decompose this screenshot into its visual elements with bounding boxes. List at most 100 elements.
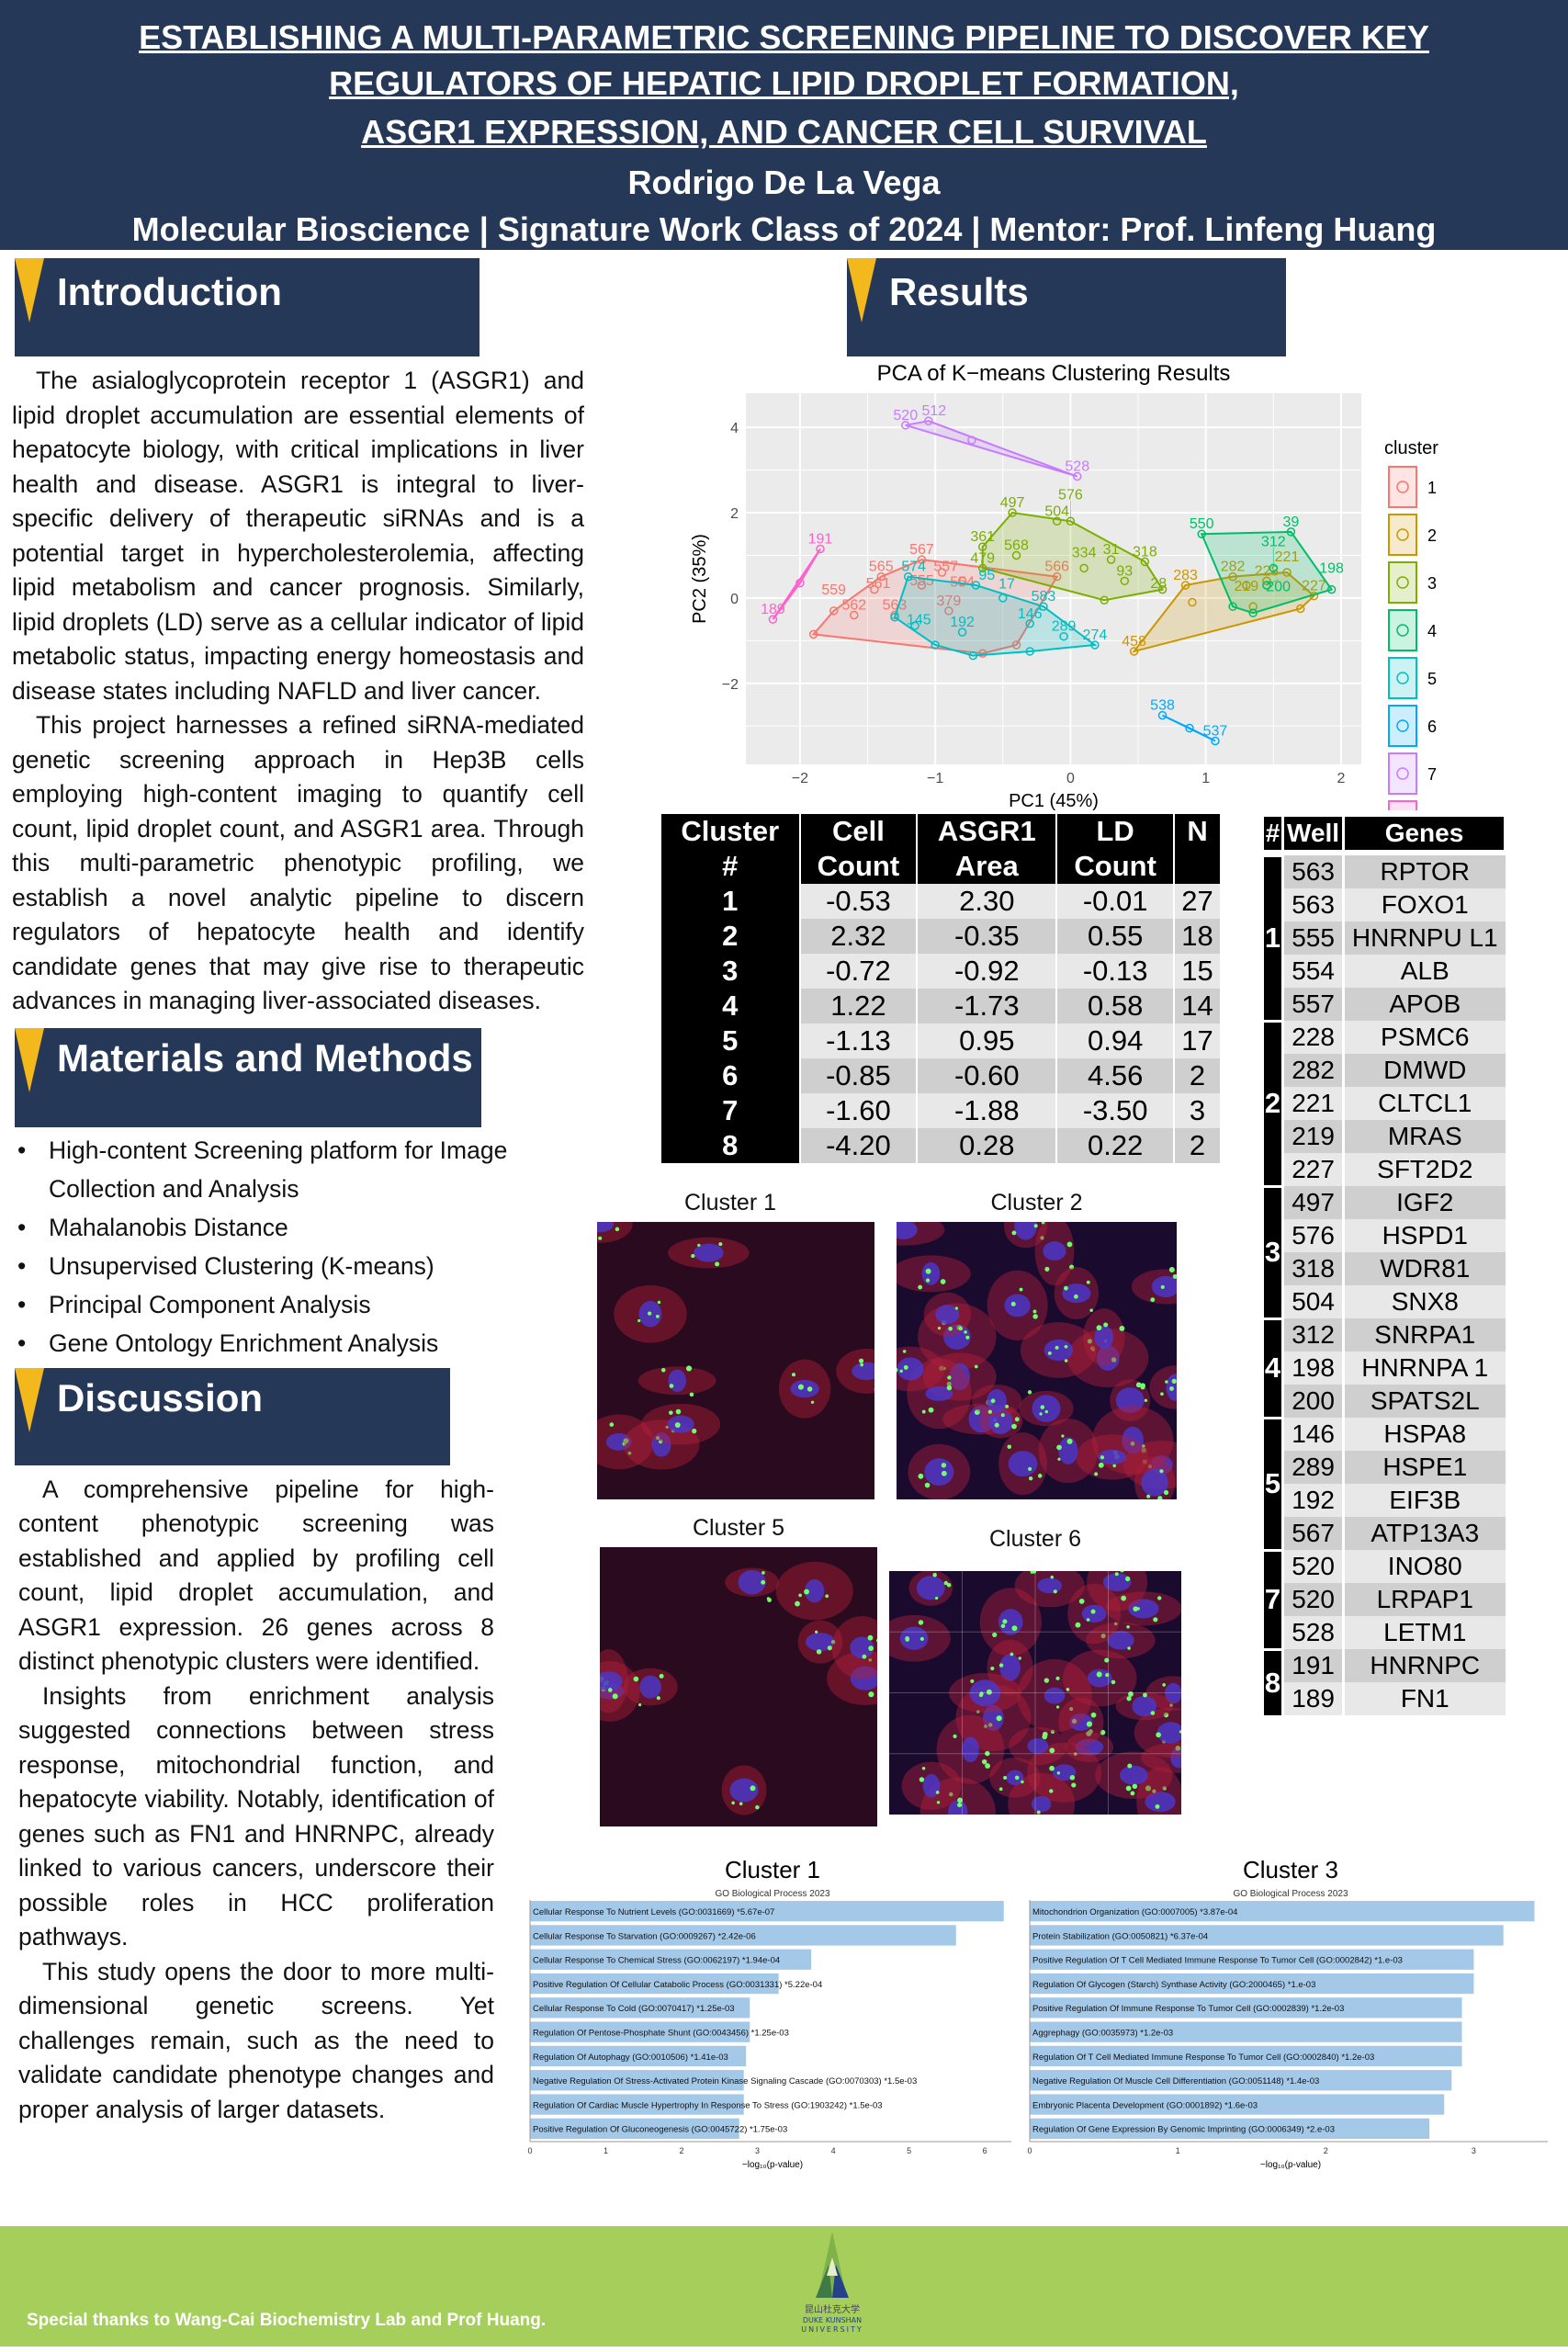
cluster-hull <box>905 420 1078 478</box>
bar-label: Regulation Of Autophagy (GO:0010506) *1.… <box>533 2052 728 2063</box>
legend-marker <box>1396 767 1409 780</box>
microscopy-render <box>889 1571 1181 1815</box>
cell-value: 27 <box>1174 884 1222 919</box>
bar-label: Embryonic Placenta Development (GO:00018… <box>1032 2100 1258 2110</box>
point-label: 528 <box>1065 459 1089 475</box>
bar-label: Regulation Of Glycogen (Starch) Synthase… <box>1032 1980 1315 1990</box>
well-number: 557 <box>1281 988 1344 1021</box>
cluster-number: 8 <box>661 1128 801 1163</box>
bar <box>1030 2070 1452 2091</box>
x-tick-label: 0 <box>1066 771 1075 786</box>
gene-name: IGF2 <box>1342 1186 1506 1219</box>
table-row: 8 -4.20 0.28 0.22 2 <box>661 1128 1222 1163</box>
well-number: 497 <box>1281 1186 1344 1219</box>
point-label: 145 <box>907 612 931 628</box>
data-point <box>917 581 927 590</box>
table-row: 2 2.32 -0.35 0.55 18 <box>661 919 1222 954</box>
bar <box>530 1901 1004 1922</box>
cluster-number: 4 <box>1264 1317 1283 1418</box>
header-line-1: LD <box>1096 815 1134 847</box>
header-line-2: Count <box>1074 850 1156 882</box>
cell-value: 2 <box>1174 1058 1222 1093</box>
data-point <box>1140 557 1150 567</box>
table-row: 198 HNRNPA 1 <box>1264 1351 1506 1385</box>
table-row: 6 -0.85 -0.60 4.56 2 <box>661 1058 1222 1093</box>
cell-value: 0.28 <box>917 1128 1058 1163</box>
data-point <box>1106 555 1116 564</box>
cell-value: -1.13 <box>799 1023 919 1058</box>
table-row: 289 HSPE1 <box>1264 1451 1506 1484</box>
point-label: 274 <box>1083 628 1108 643</box>
table-row: 282 DMWD <box>1264 1054 1506 1087</box>
point-label: 559 <box>821 582 846 598</box>
data-point <box>967 435 976 445</box>
y-tick-label: −2 <box>722 677 739 693</box>
gene-name: HNRNPC <box>1342 1649 1506 1682</box>
cluster-number: 4 <box>661 989 801 1023</box>
data-point <box>1295 604 1305 614</box>
bar <box>1030 2045 1462 2067</box>
legend-title: cluster <box>1384 438 1438 458</box>
point-label: 520 <box>893 408 918 424</box>
bar <box>530 1973 779 1995</box>
point-label: 583 <box>1032 589 1056 605</box>
cluster-number: 3 <box>1264 1184 1283 1318</box>
data-point <box>901 421 910 430</box>
bar-label: Negative Regulation Of Muscle Cell Diffe… <box>1032 2076 1319 2086</box>
bar <box>530 1925 956 1946</box>
gene-name: SNX8 <box>1342 1285 1506 1318</box>
well-number: 554 <box>1281 955 1344 988</box>
x-tick-label: 6 <box>983 2146 987 2155</box>
bar-label: Cellular Response To Cold (GO:0070417) *… <box>533 2004 735 2014</box>
cluster-summary-table: Cluster # Cell Count ASGR1 Area LD Count N 1 -0.53… <box>661 814 1222 1163</box>
point-label: 39 <box>1283 514 1300 530</box>
cell-value: -0.01 <box>1056 884 1176 919</box>
data-point <box>1197 529 1206 538</box>
data-point <box>1180 581 1190 590</box>
gene-name: HSPE1 <box>1342 1451 1506 1484</box>
data-point <box>829 606 839 616</box>
table-row: 5 146 HSPA8 <box>1264 1416 1506 1550</box>
header-line-2: Count <box>817 850 900 882</box>
legend-label: 2 <box>1427 526 1437 545</box>
point-label: 318 <box>1133 544 1157 560</box>
bar <box>530 2021 750 2042</box>
well-number: 520 <box>1281 1583 1344 1616</box>
bar-label: Protein Stabilization (GO:0050821) *6.37… <box>1032 1931 1208 1941</box>
gene-table: # Well Genes 1 563 RPTOR 563 FOXO1 555 HNRNPU L1 5… <box>1264 817 1506 1715</box>
logo-text-cn: 昆山杜克大学 <box>805 2305 860 2315</box>
table-row: 504 SNX8 <box>1264 1285 1506 1318</box>
legend-key <box>1388 561 1417 604</box>
point-label: 497 <box>1000 495 1025 511</box>
bar <box>530 2070 744 2091</box>
heading-text: Introduction <box>57 270 282 313</box>
bar <box>1030 2021 1462 2042</box>
bar <box>1030 1901 1535 1922</box>
cluster-hull <box>811 559 1059 655</box>
data-point <box>1157 584 1168 594</box>
gene-name: CLTCL1 <box>1342 1087 1506 1120</box>
table-row: 567 ATP13A3 <box>1264 1517 1506 1550</box>
table-row: 221 CLTCL1 <box>1264 1087 1506 1120</box>
methods-heading: Materials and Methods <box>15 1027 481 1127</box>
footer: Special thanks to Wang-Cai Biochemistry … <box>0 2226 1568 2346</box>
accent-triangle <box>15 258 44 322</box>
point-label: 93 <box>1116 563 1133 579</box>
discussion-heading: Discussion <box>15 1367 450 1465</box>
point-label: 361 <box>970 529 995 545</box>
table-row: 4 1.22 -1.73 0.58 14 <box>661 989 1222 1023</box>
point-label: 227 <box>1302 579 1326 594</box>
acknowledgement: Special thanks to Wang-Cai Biochemistry … <box>27 2311 547 2330</box>
author: Rodrigo De La Vega <box>627 164 941 201</box>
well-number: 227 <box>1281 1153 1344 1186</box>
data-point <box>1039 602 1048 611</box>
x-tick-label: −1 <box>927 771 943 786</box>
well-number: 504 <box>1281 1285 1344 1318</box>
column-header: ASGR1 Area <box>917 814 1058 884</box>
gene-name: HSPD1 <box>1342 1219 1506 1252</box>
gene-name: HNRNPU L1 <box>1342 922 1506 955</box>
column-header: N <box>1174 814 1222 884</box>
table-row: 7 520 INO80 <box>1264 1548 1506 1649</box>
bar <box>530 1997 750 2018</box>
